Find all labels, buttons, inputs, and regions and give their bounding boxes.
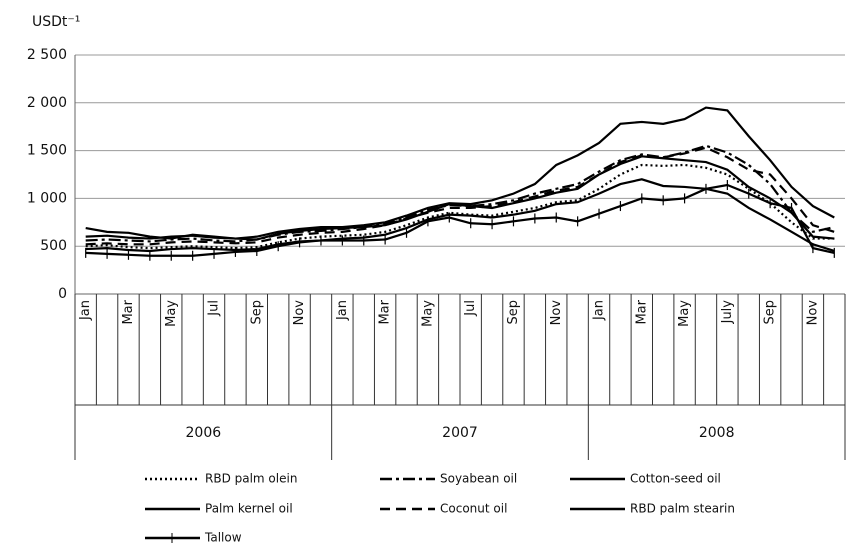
legend-label: Tallow [204,531,242,545]
series-line [85,183,835,257]
x-tick-label: Jan [335,300,350,321]
series-line [85,144,835,243]
legend-label: Cotton-seed oil [630,472,721,486]
group-label: 2007 [442,425,478,441]
legend-label: Soyabean oil [440,472,517,486]
x-tick-label: May [164,300,179,327]
x-tick-label: Sep [506,300,521,325]
x-tick-label: Jan [592,300,607,321]
legend-label: Coconut oil [440,502,507,516]
x-tick-label: Sep [249,300,264,325]
x-tick-label: Jan [78,300,93,321]
x-tick-label: Mar [634,299,649,324]
legend-label: RBD palm olein [205,472,297,486]
x-tick-label: July [720,300,735,325]
legend-label: Palm kernel oil [205,502,293,516]
y-axis-label: USDt⁻¹ [32,14,80,30]
x-tick-label: Nov [805,300,820,326]
x-tick-label: Jul [207,300,222,317]
group-label: 2008 [699,425,735,441]
y-tick-label: 500 [40,238,67,254]
series-line [85,146,835,246]
series-line [85,178,835,253]
x-tick-label: Mar [378,299,393,324]
x-tick-label: Sep [763,300,778,325]
group-label: 2006 [186,425,222,441]
y-tick-label: 1 500 [27,143,67,159]
legend-label: RBD palm stearin [630,502,735,516]
x-tick-label: Nov [549,300,564,326]
y-tick-label: 0 [58,286,67,302]
x-tick-label: Nov [292,300,307,326]
y-tick-label: 1 000 [27,190,67,206]
x-tick-label: Mar [121,299,136,324]
y-tick-label: 2 500 [27,47,67,63]
series-line [85,106,835,240]
x-tick-label: May [420,300,435,327]
x-tick-label: Jul [463,300,478,317]
y-tick-label: 2 000 [27,95,67,111]
x-tick-label: May [677,300,692,327]
